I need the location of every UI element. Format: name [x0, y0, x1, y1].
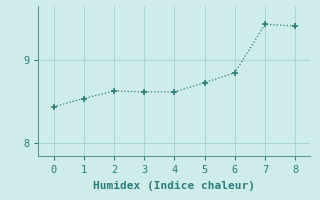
X-axis label: Humidex (Indice chaleur): Humidex (Indice chaleur) [93, 181, 255, 191]
